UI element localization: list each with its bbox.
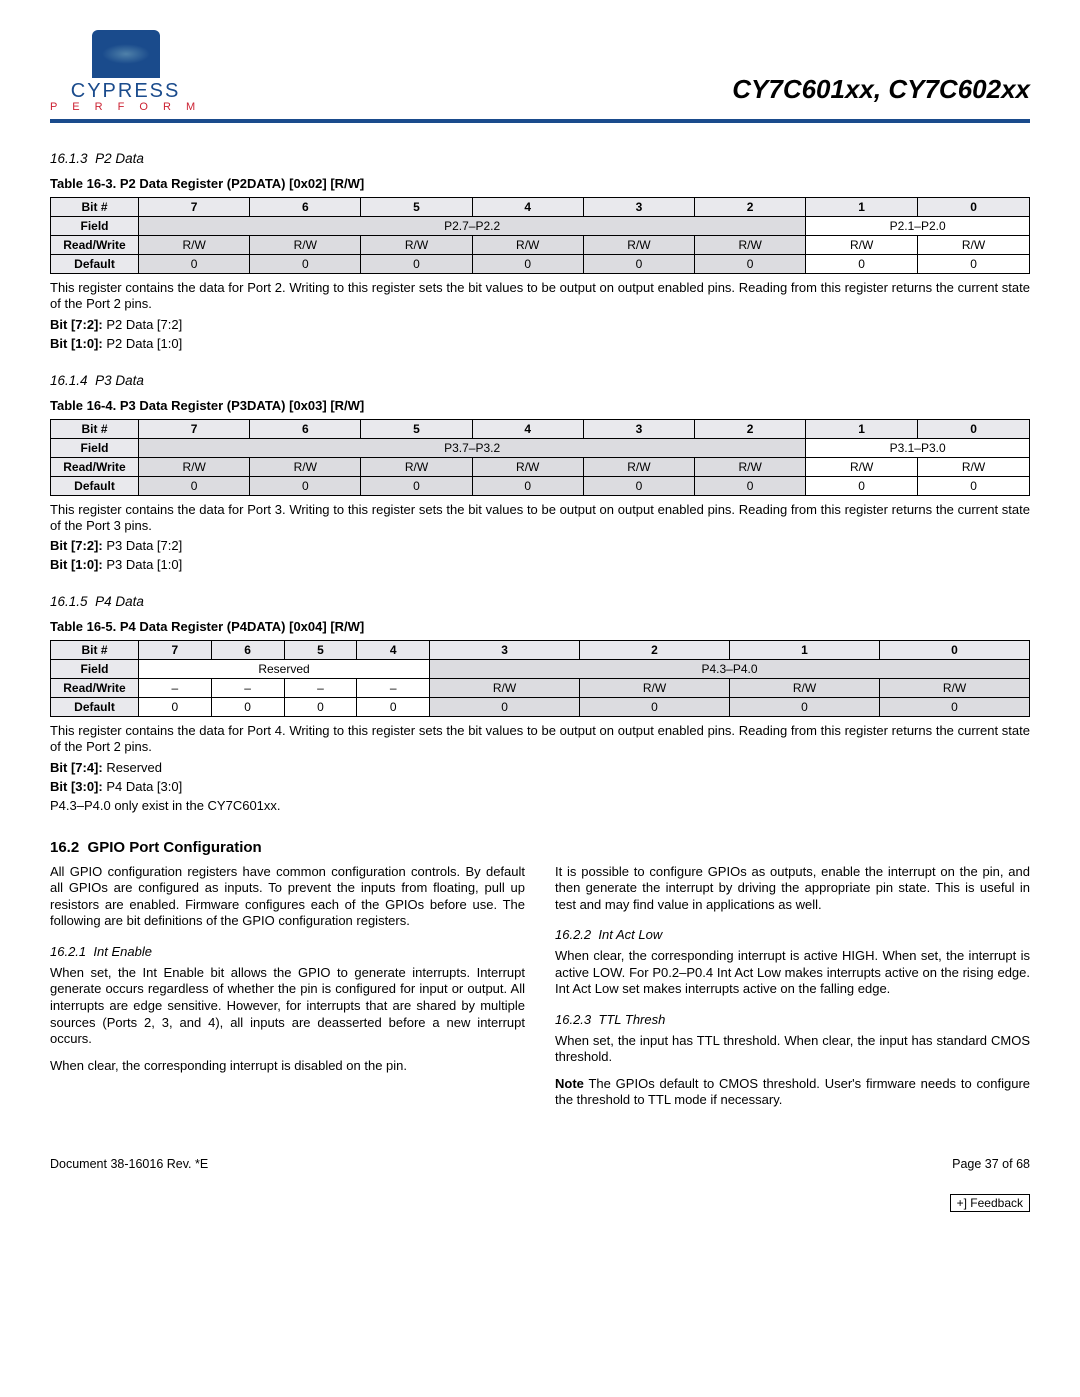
cypress-logo-icon (92, 30, 160, 78)
section-16-1-3: 16.1.3 P2 Data (50, 151, 1030, 166)
table-16-5-desc: This register contains the data for Port… (50, 723, 1030, 756)
field-p3-lower: P3.1–P3.0 (806, 438, 1030, 457)
field-p3-upper: P3.7–P3.2 (139, 438, 806, 457)
bit-1-0-p3: Bit [1:0]: P3 Data [1:0] (50, 557, 1030, 572)
page-header: CYPRESS P E R F O R M CY7C601xx, CY7C602… (50, 30, 1030, 113)
section-16-1-4: 16.1.4 P3 Data (50, 373, 1030, 388)
feedback-button[interactable]: +] Feedback (950, 1194, 1030, 1212)
gpio-intro: All GPIO configuration registers have co… (50, 864, 525, 931)
int-enable-p1: When set, the Int Enable bit allows the … (50, 965, 525, 1048)
footer-doc-id: Document 38-16016 Rev. *E (50, 1157, 208, 1171)
section-16-2: 16.2 GPIO Port Configuration (50, 839, 1030, 856)
bit-7-4-p4: Bit [7:4]: Reserved (50, 760, 1030, 775)
left-column: All GPIO configuration registers have co… (50, 864, 525, 1110)
right-column: It is possible to configure GPIOs as out… (555, 864, 1030, 1110)
row-label-bit: Bit # (51, 198, 139, 217)
section-16-2-2: 16.2.2 Int Act Low (555, 927, 1030, 944)
bit-7-2-p2: Bit [7:2]: P2 Data [7:2] (50, 317, 1030, 332)
p4-note: P4.3–P4.0 only exist in the CY7C601xx. (50, 798, 1030, 813)
field-p2-lower: P2.1–P2.0 (806, 217, 1030, 236)
header-rule (50, 119, 1030, 123)
field-p2-upper: P2.7–P2.2 (139, 217, 806, 236)
row-label-default: Default (51, 255, 139, 274)
table-16-3-desc: This register contains the data for Port… (50, 280, 1030, 313)
table-16-3-title: Table 16-3. P2 Data Register (P2DATA) [0… (50, 176, 1030, 191)
page-footer: Document 38-16016 Rev. *E Page 37 of 68 (50, 1157, 1030, 1171)
table-16-5-title: Table 16-5. P4 Data Register (P4DATA) [0… (50, 619, 1030, 634)
row-label-field: Field (51, 217, 139, 236)
table-16-4-title: Table 16-4. P3 Data Register (P3DATA) [0… (50, 398, 1030, 413)
logo-tagline: P E R F O R M (50, 101, 201, 113)
section-16-1-5: 16.1.5 P4 Data (50, 594, 1030, 609)
bit-3-0-p4: Bit [3:0]: P4 Data [3:0] (50, 779, 1030, 794)
row-label-rw: Read/Write (51, 236, 139, 255)
table-16-4-desc: This register contains the data for Port… (50, 502, 1030, 535)
int-enable-p2: When clear, the corresponding interrupt … (50, 1058, 525, 1075)
table-p2data: Bit # 7 6 5 4 3 2 1 0 Field P2.7–P2.2 P2… (50, 197, 1030, 274)
ttl-thresh-note: Note The GPIOs default to CMOS threshold… (555, 1076, 1030, 1109)
bit-7-2-p3: Bit [7:2]: P3 Data [7:2] (50, 538, 1030, 553)
two-column-body: All GPIO configuration registers have co… (50, 864, 1030, 1110)
logo-block: CYPRESS P E R F O R M (50, 30, 201, 113)
int-enable-p3: It is possible to configure GPIOs as out… (555, 864, 1030, 914)
feedback-corner: +] Feedback (50, 1195, 1030, 1210)
section-16-2-3: 16.2.3 TTL Thresh (555, 1012, 1030, 1029)
section-16-2-1: 16.2.1 Int Enable (50, 944, 525, 961)
int-act-low-p: When clear, the corresponding interrupt … (555, 948, 1030, 998)
footer-page-num: Page 37 of 68 (952, 1157, 1030, 1171)
document-title: CY7C601xx, CY7C602xx (732, 74, 1030, 105)
field-p4-reserved: Reserved (139, 660, 430, 679)
field-p4-lower: P4.3–P4.0 (430, 660, 1030, 679)
bit-1-0-p2: Bit [1:0]: P2 Data [1:0] (50, 336, 1030, 351)
table-p3data: Bit # 7 6 5 4 3 2 1 0 Field P3.7–P3.2 P3… (50, 419, 1030, 496)
ttl-thresh-p1: When set, the input has TTL threshold. W… (555, 1033, 1030, 1066)
table-p4data: Bit # 7 6 5 4 3 2 1 0 Field Reserved P4.… (50, 640, 1030, 717)
logo-text: CYPRESS (71, 80, 181, 103)
